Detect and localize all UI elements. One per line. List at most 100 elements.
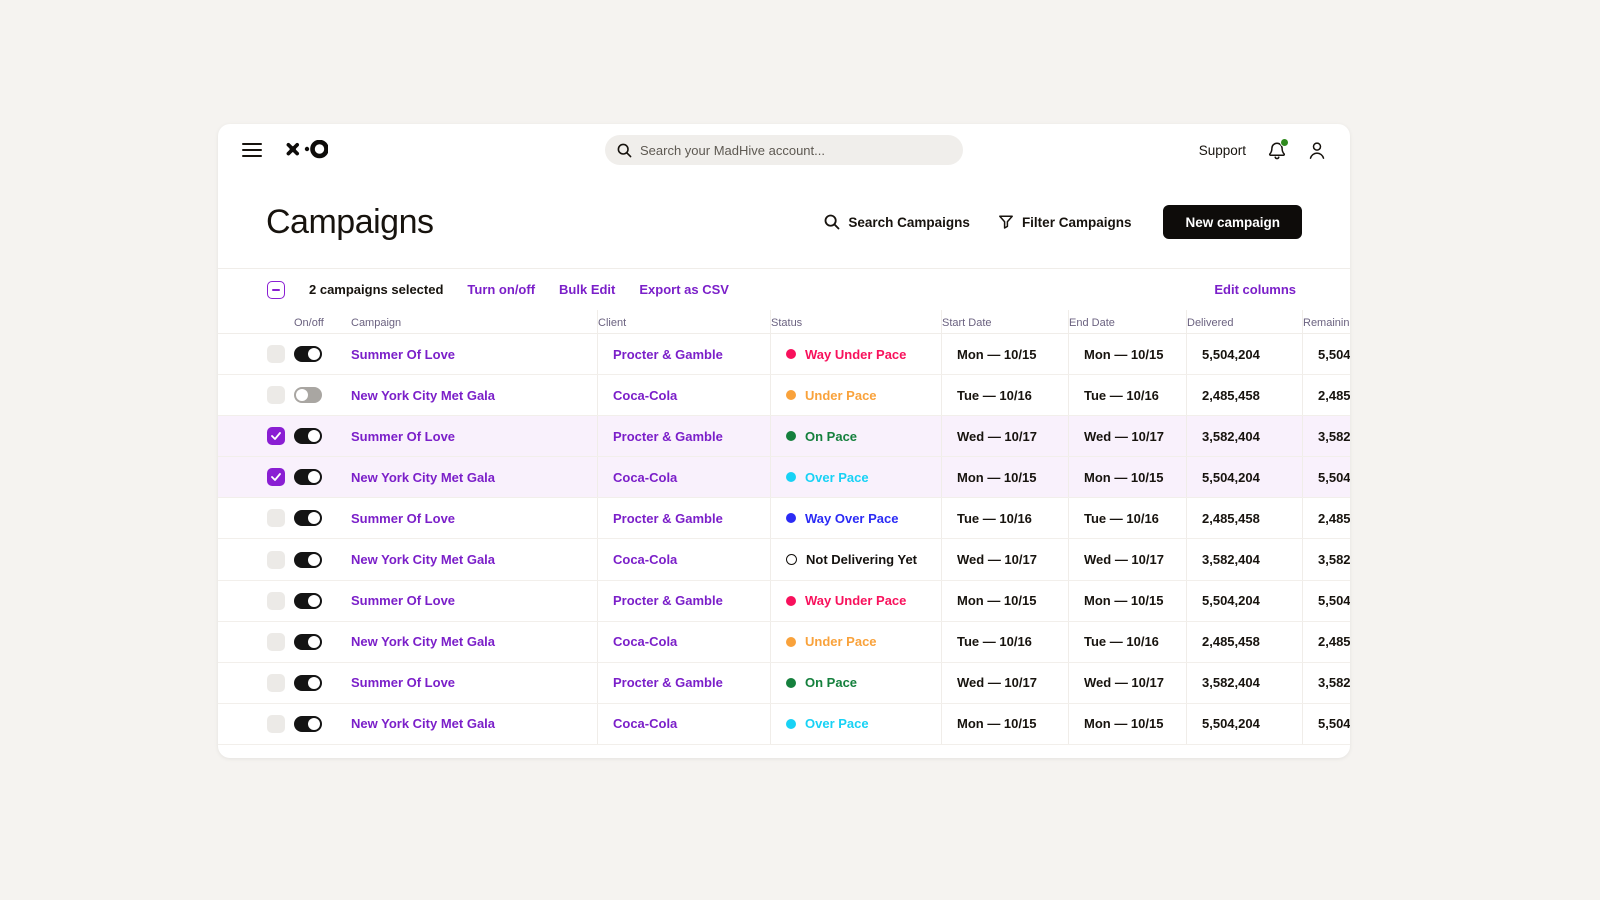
- status-dot: [786, 718, 796, 729]
- support-link[interactable]: Support: [1198, 142, 1246, 158]
- table-row: Summer Of Love Procter & Gamble Way Unde…: [218, 580, 1350, 622]
- client-link[interactable]: Procter & Gamble: [613, 346, 723, 362]
- row-checkbox[interactable]: [267, 673, 285, 692]
- onoff-toggle[interactable]: [294, 592, 322, 609]
- table-header-row: On/off Campaign Client Status Start Date…: [218, 310, 1350, 334]
- campaign-link[interactable]: New York City Met Gala: [351, 634, 496, 650]
- madhive-logo[interactable]: [284, 140, 328, 160]
- onoff-toggle[interactable]: [294, 551, 322, 568]
- end-date-cell: Wed — 10/17: [1068, 416, 1186, 457]
- delivered-cell: 2,485,458: [1186, 498, 1302, 539]
- row-checkbox[interactable]: [267, 632, 285, 651]
- bell-icon: [1268, 141, 1286, 159]
- status-dot: [786, 677, 796, 688]
- page-title: Campaigns: [266, 202, 434, 241]
- export-csv-action[interactable]: Export as CSV: [639, 282, 729, 297]
- row-checkbox[interactable]: [267, 468, 285, 487]
- onoff-toggle[interactable]: [294, 469, 322, 486]
- selected-count: 2 campaigns selected: [309, 282, 444, 297]
- remaining-cell: 5,504,204: [1302, 334, 1350, 375]
- client-link[interactable]: Coca-Cola: [613, 469, 678, 485]
- campaign-link[interactable]: New York City Met Gala: [351, 469, 496, 485]
- client-link[interactable]: Coca-Cola: [613, 552, 678, 568]
- row-checkbox[interactable]: [267, 386, 285, 405]
- col-header-delivered: Delivered: [1186, 310, 1302, 333]
- delivered-cell: 5,504,204: [1186, 580, 1302, 621]
- start-date-cell: Wed — 10/17: [941, 539, 1068, 580]
- client-link[interactable]: Procter & Gamble: [613, 510, 723, 526]
- end-date-cell: Mon — 10/15: [1068, 580, 1186, 621]
- status-dot: [786, 513, 796, 524]
- remaining-cell: 2,485,458: [1302, 375, 1350, 416]
- select-all-checkbox[interactable]: [267, 280, 285, 299]
- start-date-cell: Tue — 10/16: [941, 621, 1068, 662]
- status-label: Under Pace: [805, 634, 877, 650]
- onoff-toggle[interactable]: [294, 346, 322, 363]
- onoff-toggle[interactable]: [294, 674, 322, 691]
- notifications-button[interactable]: [1268, 137, 1289, 160]
- row-checkbox[interactable]: [267, 550, 285, 569]
- selection-toolbar: 2 campaigns selected Turn on/off Bulk Ed…: [218, 268, 1350, 310]
- page-header: Campaigns Search Campaigns Filter Campai…: [218, 176, 1350, 268]
- new-campaign-button[interactable]: New campaign: [1163, 205, 1302, 239]
- client-link[interactable]: Coca-Cola: [613, 716, 678, 732]
- notification-badge: [1280, 137, 1289, 147]
- status-label: Over Pace: [805, 469, 869, 485]
- status-label: Not Delivering Yet: [806, 552, 918, 568]
- status-dot: [786, 554, 797, 566]
- remaining-cell: 5,504,204: [1302, 703, 1350, 744]
- delivered-cell: 5,504,204: [1186, 457, 1302, 498]
- status-dot: [786, 472, 796, 483]
- search-icon: [824, 214, 840, 230]
- start-date-cell: Mon — 10/15: [941, 334, 1068, 375]
- client-link[interactable]: Procter & Gamble: [613, 593, 723, 609]
- filter-campaigns-button[interactable]: Filter Campaigns: [998, 214, 1131, 230]
- delivered-cell: 3,582,404: [1186, 662, 1302, 703]
- row-checkbox[interactable]: [267, 345, 285, 364]
- search-campaigns-button[interactable]: Search Campaigns: [824, 214, 970, 230]
- campaign-link[interactable]: New York City Met Gala: [351, 552, 496, 568]
- campaign-link[interactable]: Summer Of Love: [351, 428, 456, 444]
- row-checkbox[interactable]: [267, 427, 285, 446]
- campaign-link[interactable]: New York City Met Gala: [351, 387, 496, 403]
- bulk-edit-action[interactable]: Bulk Edit: [559, 282, 616, 297]
- onoff-toggle[interactable]: [294, 387, 322, 404]
- onoff-toggle[interactable]: [294, 428, 322, 445]
- global-search: [605, 135, 963, 165]
- turn-on-off-action[interactable]: Turn on/off: [467, 282, 536, 297]
- remaining-cell: 2,485,458: [1302, 498, 1350, 539]
- client-link[interactable]: Procter & Gamble: [613, 428, 723, 444]
- remaining-cell: 3,582,404: [1302, 539, 1350, 580]
- onoff-toggle[interactable]: [294, 510, 322, 527]
- end-date-cell: Mon — 10/15: [1068, 703, 1186, 744]
- campaign-link[interactable]: Summer Of Love: [351, 346, 456, 362]
- campaign-link[interactable]: Summer Of Love: [351, 675, 456, 691]
- table-row: New York City Met Gala Coca-Cola Not Del…: [218, 539, 1350, 581]
- client-link[interactable]: Coca-Cola: [613, 387, 678, 403]
- end-date-cell: Tue — 10/16: [1068, 375, 1186, 416]
- campaign-link[interactable]: Summer Of Love: [351, 593, 456, 609]
- col-header-start-date: Start Date: [941, 310, 1068, 333]
- remaining-cell: 3,582,404: [1302, 662, 1350, 703]
- campaign-link[interactable]: Summer Of Love: [351, 510, 456, 526]
- table-body: Summer Of Love Procter & Gamble Way Unde…: [218, 334, 1350, 745]
- campaign-link[interactable]: New York City Met Gala: [351, 716, 496, 732]
- row-checkbox[interactable]: [267, 509, 285, 528]
- delivered-cell: 5,504,204: [1186, 334, 1302, 375]
- onoff-toggle[interactable]: [294, 715, 322, 732]
- client-link[interactable]: Coca-Cola: [613, 634, 678, 650]
- col-header-client: Client: [597, 310, 770, 333]
- search-input[interactable]: [640, 142, 951, 158]
- start-date-cell: Mon — 10/15: [941, 457, 1068, 498]
- account-button[interactable]: [1308, 141, 1326, 160]
- onoff-toggle[interactable]: [294, 633, 322, 650]
- col-header-status: Status: [770, 310, 941, 333]
- row-checkbox[interactable]: [267, 714, 285, 733]
- status-label: Way Under Pace: [805, 346, 907, 362]
- app-window: Support Campaigns: [218, 124, 1350, 758]
- edit-columns-action[interactable]: Edit columns: [1214, 282, 1296, 297]
- client-link[interactable]: Procter & Gamble: [613, 675, 723, 691]
- row-checkbox[interactable]: [267, 591, 285, 610]
- col-header-end-date: End Date: [1068, 310, 1186, 333]
- hamburger-menu-button[interactable]: [242, 142, 262, 158]
